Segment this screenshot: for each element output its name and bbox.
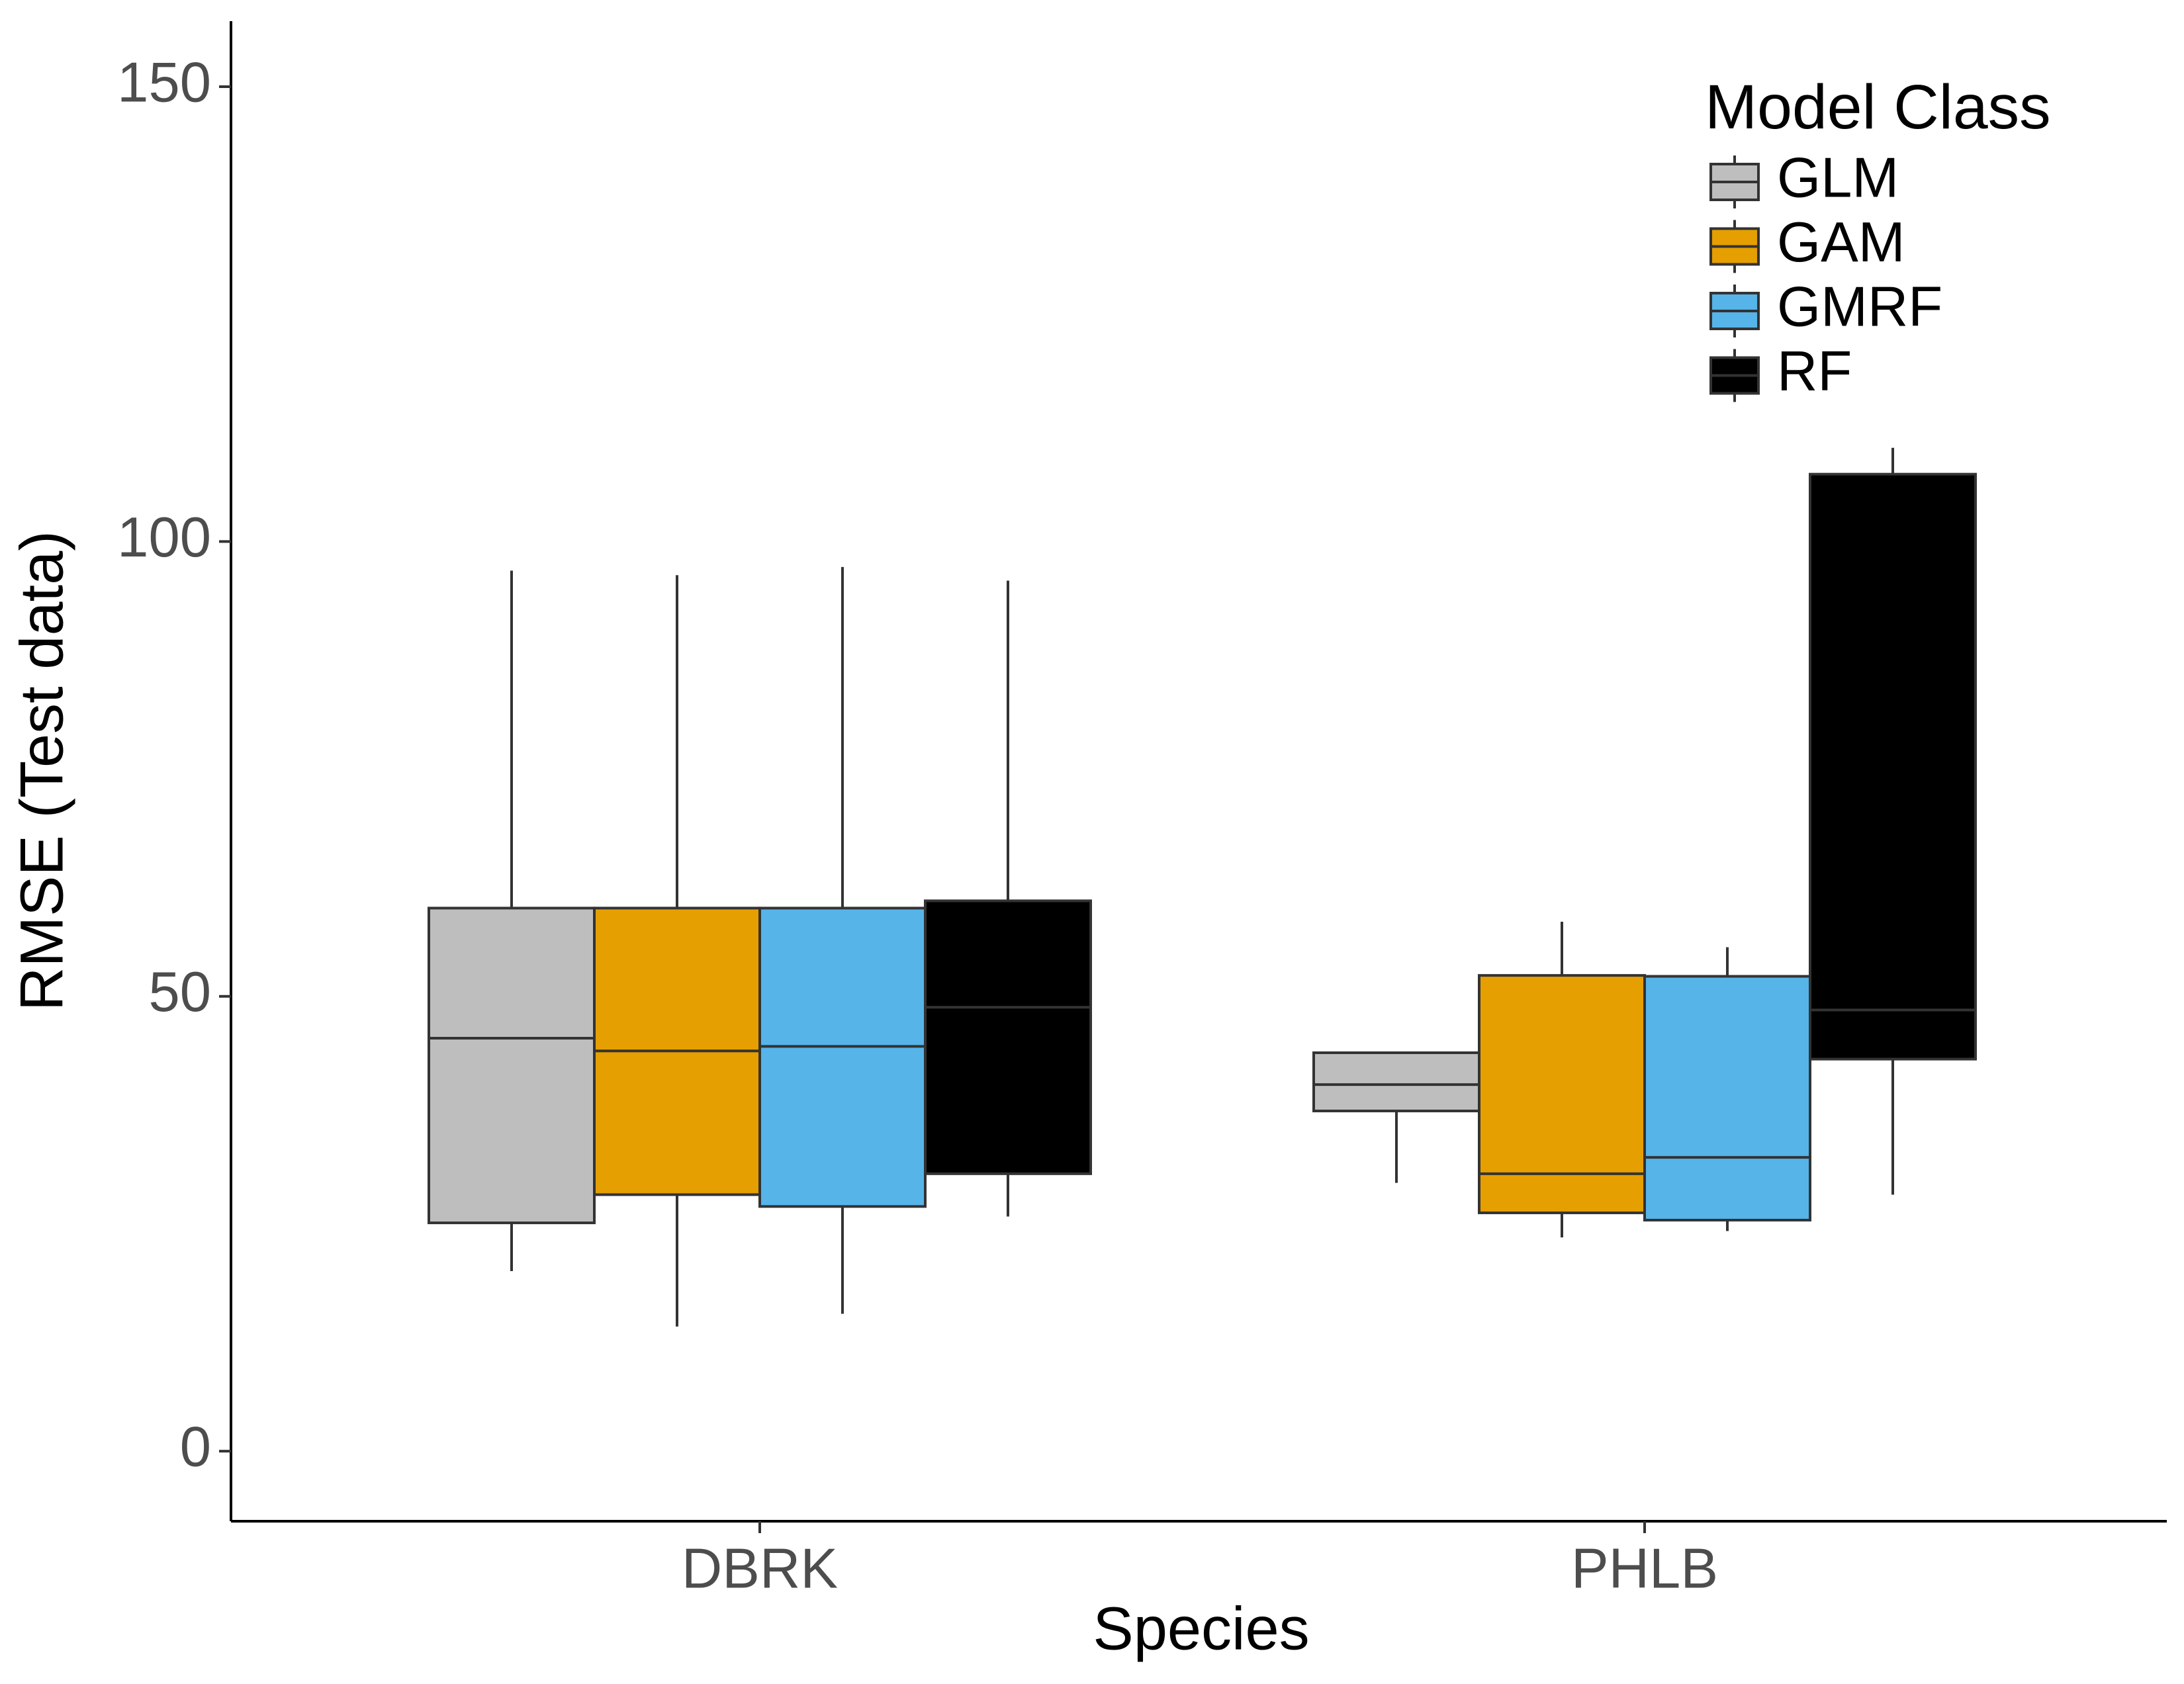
box xyxy=(1809,472,1977,1061)
box xyxy=(1643,975,1811,1221)
box xyxy=(1478,974,1646,1214)
legend-label: GAM xyxy=(1777,211,1905,274)
y-tick-label: 50 xyxy=(148,961,211,1024)
y-tick-label: 100 xyxy=(117,506,211,569)
box xyxy=(1312,1051,1480,1112)
y-axis-title: RMSE (Test data) xyxy=(8,531,75,1011)
y-tick-label: 0 xyxy=(180,1416,211,1479)
box xyxy=(924,899,1092,1175)
x-tick-label: PHLB xyxy=(1571,1537,1718,1600)
legend-label: GLM xyxy=(1777,146,1899,209)
box xyxy=(758,907,927,1208)
legend-label: GMRF xyxy=(1777,275,1942,338)
x-axis-title: Species xyxy=(1093,1595,1309,1662)
legend-title: Model Class xyxy=(1705,72,2051,142)
x-tick-label: DBRK xyxy=(682,1537,838,1600)
box xyxy=(428,907,596,1225)
legend-label: RF xyxy=(1777,340,1852,403)
y-tick-label: 150 xyxy=(117,51,211,114)
